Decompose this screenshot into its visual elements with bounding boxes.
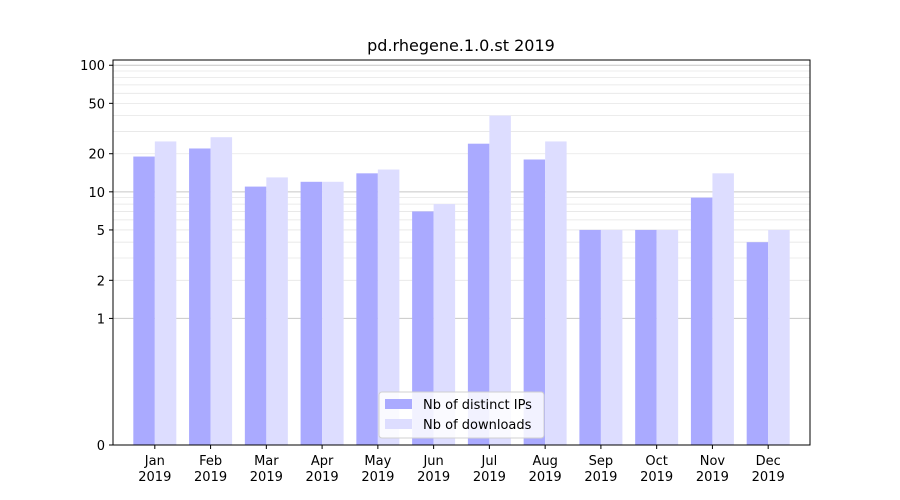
bar-downloads [322, 181, 344, 445]
x-tick-label: Sep 2019 [584, 454, 617, 485]
bar-distinct-ips [133, 156, 155, 446]
bars [133, 115, 790, 446]
y-tick-label: 100 [80, 59, 105, 74]
x-tick-year: 2019 [306, 470, 339, 485]
x-tick-year: 2019 [473, 470, 506, 485]
x-tick-label: Aug 2019 [529, 454, 562, 485]
x-tick-year: 2019 [194, 470, 227, 485]
x-tick-label: Feb 2019 [194, 454, 227, 485]
y-tick-label: 5 [97, 224, 105, 239]
x-tick-month: Nov [700, 454, 726, 469]
legend-label: Nb of downloads [423, 418, 532, 433]
x-tick-month: Oct [645, 454, 667, 469]
x-tick-month: Jun [422, 454, 443, 469]
bar-distinct-ips [579, 229, 601, 445]
bar-downloads [210, 137, 233, 446]
x-tick-label: Apr 2019 [306, 454, 339, 485]
y-tick-label: 50 [88, 97, 105, 112]
x-tick-month: Aug [532, 454, 557, 469]
bar-distinct-ips [746, 242, 769, 445]
x-tick-year: 2019 [361, 470, 394, 485]
x-tick-month: Jan [144, 454, 165, 469]
x-tick-label: Jan 2019 [138, 454, 171, 485]
x-tick-year: 2019 [529, 470, 562, 485]
x-tick-label: May 2019 [361, 454, 394, 485]
x-tick-year: 2019 [138, 470, 171, 485]
bar-downloads [489, 115, 511, 445]
bar-distinct-ips [300, 181, 323, 445]
x-tick-year: 2019 [584, 470, 617, 485]
x-tick-year: 2019 [696, 470, 729, 485]
chart-title: pd.rhegene.1.0.st 2019 [367, 36, 555, 55]
legend-swatch [385, 399, 412, 409]
legend-swatch [385, 419, 412, 429]
x-tick-label: Dec 2019 [752, 454, 785, 485]
bar-downloads [545, 141, 567, 445]
bar-distinct-ips [412, 211, 434, 445]
y-tick-label: 20 [88, 148, 105, 163]
legend-box [378, 391, 545, 439]
bar-distinct-ips [523, 159, 546, 445]
x-tick-year: 2019 [250, 470, 283, 485]
bar-downloads [768, 229, 790, 445]
x-tick-month: Feb [199, 454, 222, 469]
y-tick-label: 0 [97, 439, 105, 454]
x-tick-label: Nov 2019 [696, 454, 729, 485]
plot-frame [112, 59, 811, 446]
bar-downloads [154, 141, 177, 445]
legend: Nb of distinct IPs Nb of downloads [378, 391, 545, 439]
x-tick-month: Dec [756, 454, 781, 469]
x-tick-month: Sep [589, 454, 614, 469]
x-tick-month: Mar [254, 454, 279, 469]
bar-distinct-ips [244, 186, 267, 446]
bar-distinct-ips [356, 173, 378, 445]
x-tick-month: Jul [481, 454, 498, 469]
bar-downloads [656, 229, 679, 445]
x-tick-label: Mar 2019 [250, 454, 283, 485]
bar-downloads [266, 177, 288, 446]
bar-downloads [712, 173, 734, 445]
x-tick-year: 2019 [752, 470, 785, 485]
x-tick-label: Jun 2019 [417, 454, 450, 485]
bar-downloads [377, 169, 400, 445]
bar-distinct-ips [635, 229, 657, 445]
bar-downloads [600, 229, 623, 445]
x-tick-month: Apr [311, 454, 334, 469]
x-tick-label: Oct 2019 [640, 454, 673, 485]
y-tick-label: 1 [97, 312, 105, 327]
x-tick-label: Jul 2019 [473, 454, 506, 485]
x-tick-year: 2019 [640, 470, 673, 485]
y-tick-label: 2 [97, 274, 105, 289]
legend-label: Nb of distinct IPs [423, 398, 532, 413]
x-tick-month: May [364, 454, 391, 469]
bar-distinct-ips [189, 148, 211, 445]
x-tick-year: 2019 [417, 470, 450, 485]
bar-downloads [433, 204, 456, 445]
bar-distinct-ips [690, 197, 713, 445]
y-axis: 0 1 2 5 10 20 50 100 [80, 59, 113, 454]
bar-distinct-ips [467, 143, 490, 445]
y-tick-label: 10 [88, 186, 105, 201]
